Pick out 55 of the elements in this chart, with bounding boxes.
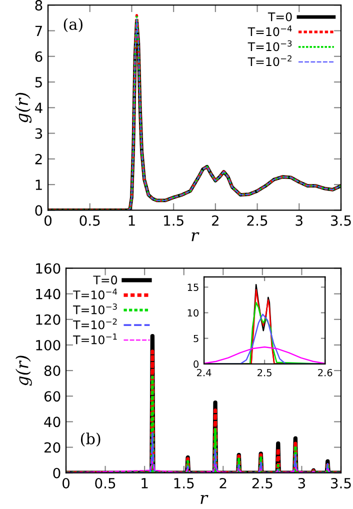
- legend-label: T=10$^{−2}$: [73, 318, 117, 330]
- legend-label: T=10$^{−1}$: [73, 334, 117, 344]
- y-tick-label: 5: [35, 77, 42, 88]
- annotation: (b): [80, 432, 100, 447]
- x-tick-label: 3.5: [331, 478, 351, 488]
- y-tick-label: 0: [194, 360, 199, 368]
- legend-label: T=10$^{−4}$: [248, 25, 292, 36]
- y-tick-label: 0: [53, 468, 60, 478]
- y-tick-label: 15: [188, 284, 198, 291]
- y-tick-label: 20: [44, 442, 60, 453]
- y-tick-label: 1: [36, 180, 42, 190]
- legend-label: T=10$^{−3}$: [248, 40, 292, 52]
- x-tick-label: 1.5: [164, 216, 184, 226]
- x-axis-title: r: [200, 494, 208, 504]
- y-tick-label: 80: [44, 366, 60, 376]
- y-tick-label: 8: [35, 0, 42, 11]
- x-tick-label: 2.5: [247, 215, 268, 226]
- x-tick-label: 1.5: [174, 478, 194, 488]
- x-tick-label: 2.5: [258, 368, 272, 376]
- x-tick-label: 0.5: [80, 215, 100, 226]
- x-tick-label: 3.5: [331, 215, 351, 226]
- y-tick-label: 140: [36, 288, 60, 300]
- y-tick-label: 120: [36, 314, 60, 325]
- x-tick-label: 3: [296, 215, 302, 226]
- y-tick-label: 6: [35, 51, 42, 62]
- x-tick-label: 1: [142, 478, 148, 488]
- x-tick-label: 2.6: [318, 368, 332, 376]
- y-tick-label: 40: [44, 416, 60, 428]
- x-tick-label: 2.5: [252, 478, 272, 488]
- y-tick-label: 160: [36, 263, 60, 274]
- legend-label: T=10$^{−4}$: [73, 288, 118, 300]
- annotation: (a): [64, 18, 82, 32]
- legend-label: T=0: [93, 276, 118, 284]
- x-axis-title: r: [192, 232, 200, 242]
- y-tick-label: 5: [194, 334, 198, 342]
- x-tick-label: 1: [128, 216, 135, 226]
- y-tick-label: 3: [35, 128, 42, 139]
- y-axis-title: g(r): [15, 356, 32, 386]
- legend-label: T=10$^{−2}$: [248, 55, 292, 66]
- y-tick-label: 60: [44, 391, 60, 402]
- x-tick-label: 0: [62, 478, 70, 488]
- y-tick-label: 100: [36, 340, 60, 350]
- x-tick-label: 2.4: [197, 368, 212, 376]
- x-tick-label: 2: [212, 215, 218, 226]
- x-tick-label: 2: [220, 478, 226, 488]
- y-tick-label: 7: [35, 26, 42, 36]
- legend-label: T=0: [268, 12, 292, 22]
- legend-label: T=10$^{−3}$: [73, 303, 117, 314]
- y-tick-label: 0: [35, 205, 42, 216]
- y-tick-label: 2: [35, 154, 42, 164]
- x-tick-label: 0.5: [95, 478, 116, 488]
- y-axis-title: g(r): [15, 92, 32, 123]
- y-tick-label: 4: [34, 102, 42, 113]
- y-tick-label: 10: [188, 309, 199, 317]
- x-tick-label: 3: [298, 478, 306, 488]
